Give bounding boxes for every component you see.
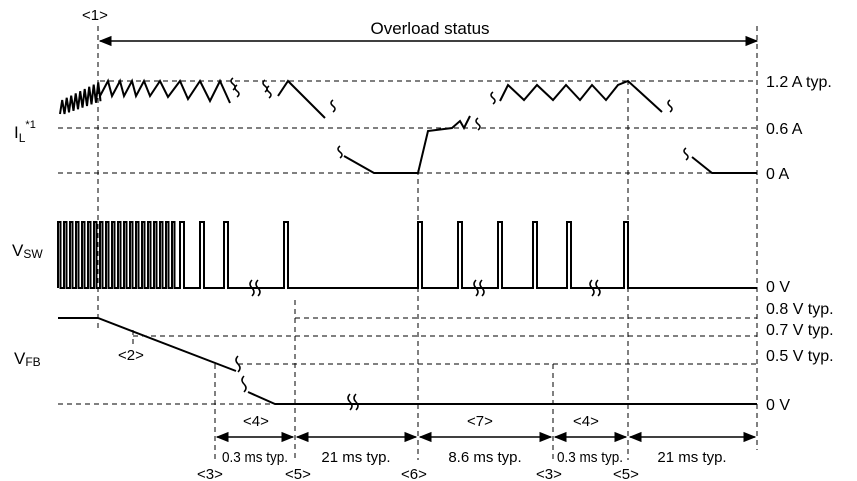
signal-vfb-label: VFB (14, 349, 41, 369)
duration-3: 8.6 ms typ. (448, 449, 521, 466)
level-vfb-zero: 0 V (766, 397, 790, 414)
vfb-waveform (58, 317, 757, 411)
vsw-waveform (57, 221, 757, 297)
duration-5: 21 ms typ. (657, 449, 726, 466)
marker-3a: <3> (197, 466, 223, 481)
level-il-zero: 0 A (766, 166, 789, 183)
svg-text:VSW: VSW (12, 241, 43, 261)
overload-status-label: Overload status (370, 19, 489, 38)
level-vfb-05: 0.5 V typ. (766, 348, 834, 365)
marker-3b: <3> (536, 466, 562, 481)
marker-4b: <4> (573, 413, 599, 430)
marker-2: <2> (118, 347, 144, 364)
level-guides (58, 80, 757, 405)
level-vfb-08: 0.8 V typ. (766, 301, 834, 318)
marker-5b: <5> (613, 466, 639, 481)
duration-1: 0.3 ms typ. (222, 449, 288, 466)
il-waveform (59, 77, 757, 174)
svg-text:VFB: VFB (14, 349, 41, 369)
level-vfb-07: 0.7 V typ. (766, 322, 834, 339)
signal-vsw-label: VSW (12, 241, 43, 261)
svg-text:IL*1: IL*1 (14, 119, 36, 145)
marker-7: <7> (467, 413, 493, 430)
time-guides (97, 26, 758, 460)
signal-il-label: IL*1 (14, 119, 36, 145)
duration-2: 21 ms typ. (321, 449, 390, 466)
marker-6: <6> (401, 466, 427, 481)
marker-4a: <4> (243, 413, 269, 430)
marker-1: <1> (82, 7, 108, 24)
level-il-high: 1.2 A typ. (766, 74, 832, 91)
level-il-mid: 0.6 A (766, 121, 803, 138)
duration-4: 0.3 ms typ. (557, 449, 623, 466)
level-vsw-zero: 0 V (766, 279, 790, 296)
marker-5a: <5> (285, 466, 311, 481)
